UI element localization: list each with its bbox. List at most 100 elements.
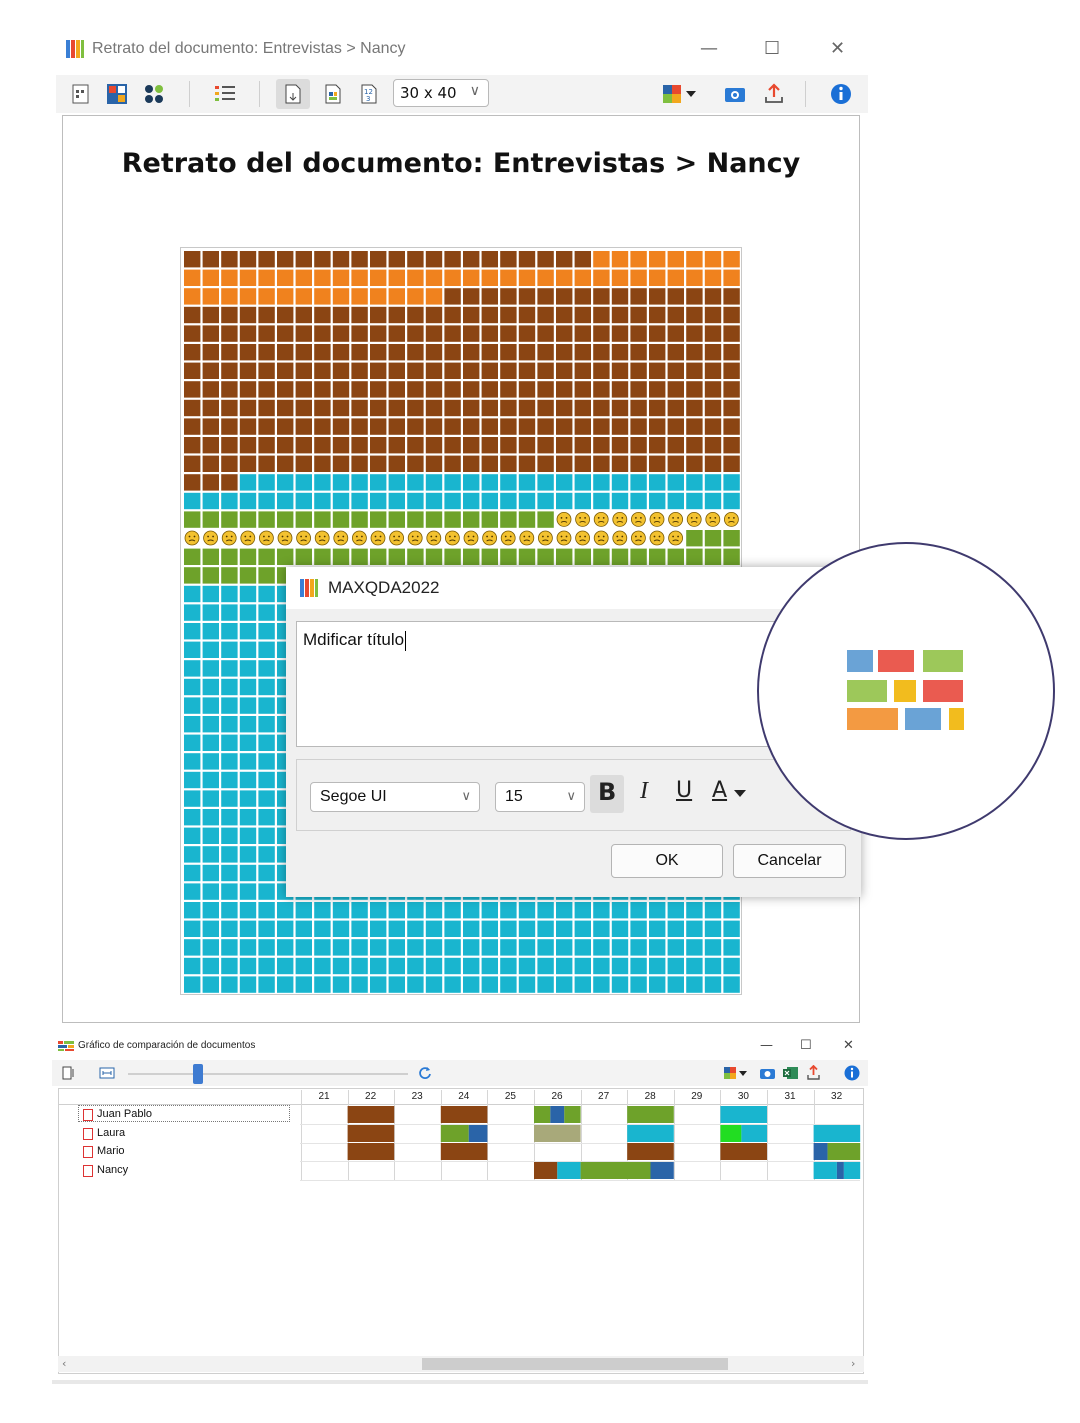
comparison-bar[interactable]: [650, 1162, 674, 1179]
comparison-bar[interactable]: [440, 1125, 469, 1142]
camera-icon[interactable]: [760, 1066, 775, 1080]
comparison-bar[interactable]: [468, 1125, 488, 1142]
cancel-button[interactable]: Cancelar: [733, 844, 846, 878]
doc-icon-1[interactable]: [282, 83, 304, 105]
document-row-label[interactable]: Juan Pablo: [97, 1108, 153, 1120]
comparison-bar[interactable]: [534, 1106, 551, 1123]
comparison-bar[interactable]: [347, 1125, 395, 1142]
orange-cell: [221, 269, 238, 286]
color-palette-icon[interactable]: [662, 83, 698, 105]
doc-icon-2[interactable]: [322, 83, 344, 105]
comparison-bar[interactable]: [813, 1162, 837, 1179]
cyan-cell: [184, 734, 201, 751]
comparison-bar[interactable]: [557, 1162, 581, 1179]
cyan-cell: [258, 660, 275, 677]
document-row-label[interactable]: Nancy: [97, 1164, 129, 1176]
orange-cell: [314, 288, 331, 305]
underline-button[interactable]: U: [676, 778, 693, 803]
scroll-left-icon[interactable]: ‹: [62, 1357, 67, 1370]
comparison-bar[interactable]: [627, 1125, 674, 1142]
comparison-bar[interactable]: [827, 1143, 861, 1160]
comparison-bar[interactable]: [627, 1106, 674, 1123]
document-row-label[interactable]: Mario: [97, 1145, 125, 1157]
green-cell: [537, 511, 554, 528]
document-portrait-icon[interactable]: [70, 83, 92, 105]
circles-icon[interactable]: [143, 83, 165, 105]
fit-width-icon[interactable]: [99, 1066, 115, 1080]
zoom-block: [847, 680, 887, 702]
green-cell: [723, 548, 740, 565]
cyan-cell: [649, 976, 666, 993]
brown-cell: [500, 418, 517, 435]
blocks-icon[interactable]: [106, 83, 128, 105]
emoji-cell: [221, 530, 237, 546]
brown-cell: [277, 455, 294, 472]
brown-cell: [518, 437, 536, 454]
comparison-bar[interactable]: [534, 1125, 581, 1142]
brown-cell: [481, 399, 498, 417]
orange-cell: [425, 288, 443, 305]
comparison-bar[interactable]: [836, 1162, 844, 1179]
export-icon[interactable]: [763, 83, 785, 105]
green-cell: [704, 548, 722, 565]
comparison-bar[interactable]: [843, 1162, 861, 1179]
font-select[interactable]: Segoe UI ∨: [310, 782, 480, 812]
font-color-button[interactable]: A: [712, 778, 728, 803]
doc-icon-3[interactable]: 123: [358, 83, 380, 105]
cyan-cell: [425, 939, 443, 956]
color-palette-icon[interactable]: [724, 1066, 750, 1080]
comparison-bar[interactable]: [720, 1125, 742, 1142]
comparison-bar[interactable]: [741, 1125, 767, 1142]
comparison-bar[interactable]: [550, 1106, 565, 1123]
comparison-bar[interactable]: [813, 1125, 861, 1142]
refresh-icon[interactable]: [418, 1066, 432, 1080]
list-icon[interactable]: [214, 83, 236, 105]
export-icon[interactable]: [806, 1065, 821, 1080]
maximize-button[interactable]: ☐: [764, 38, 781, 59]
grid-size-select[interactable]: 30 x 40 ∨: [393, 79, 489, 107]
cyan-cell: [611, 957, 629, 975]
comparison-bar[interactable]: [813, 1143, 828, 1160]
cyan-cell: [314, 957, 331, 975]
brown-cell: [370, 251, 387, 268]
column-header: 25: [504, 1091, 516, 1102]
comparison-bar[interactable]: [440, 1106, 488, 1123]
orange-cell: [444, 269, 461, 286]
comparison-bar[interactable]: [720, 1106, 767, 1123]
brown-cell: [314, 251, 331, 268]
excel-icon[interactable]: [783, 1066, 798, 1080]
comparison-bar[interactable]: [347, 1106, 395, 1123]
brown-cell: [463, 288, 480, 305]
bold-button[interactable]: B: [598, 778, 617, 806]
comparison-bar[interactable]: [627, 1143, 674, 1160]
ok-button[interactable]: OK: [611, 844, 723, 878]
brown-cell: [425, 455, 443, 472]
zoom-slider-thumb[interactable]: [193, 1064, 203, 1084]
chevron-down-icon[interactable]: [734, 790, 746, 798]
doc-view-icon[interactable]: [62, 1066, 76, 1080]
cyan-cell: [184, 864, 201, 882]
scroll-right-icon[interactable]: ›: [851, 1357, 856, 1370]
comparison-bar[interactable]: [580, 1162, 651, 1179]
comparison-bar[interactable]: [534, 1162, 558, 1179]
comparison-bar[interactable]: [720, 1143, 767, 1160]
scrollbar-thumb[interactable]: [422, 1358, 728, 1370]
info-icon[interactable]: [830, 83, 852, 105]
brown-cell: [723, 362, 740, 379]
green-cell: [239, 511, 257, 528]
comparison-maximize-button[interactable]: ☐: [800, 1038, 812, 1053]
document-row-label[interactable]: Laura: [97, 1127, 126, 1139]
font-size-select[interactable]: 15 ∨: [495, 782, 585, 812]
info-icon[interactable]: [844, 1065, 860, 1081]
zoom-slider-track[interactable]: [128, 1073, 408, 1075]
camera-icon[interactable]: [724, 83, 746, 105]
comparison-bar[interactable]: [564, 1106, 581, 1123]
minimize-button[interactable]: —: [700, 38, 718, 59]
comparison-close-button[interactable]: ✕: [843, 1038, 854, 1053]
comparison-minimize-button[interactable]: —: [760, 1038, 773, 1053]
close-button[interactable]: ✕: [830, 38, 846, 59]
comparison-bar[interactable]: [347, 1143, 395, 1160]
cyan-cell: [611, 492, 629, 510]
italic-button[interactable]: I: [640, 778, 648, 804]
comparison-bar[interactable]: [440, 1143, 488, 1160]
